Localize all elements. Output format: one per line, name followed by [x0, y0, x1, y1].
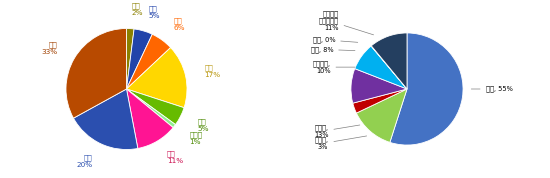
Wedge shape: [126, 89, 173, 148]
Wedge shape: [126, 34, 170, 89]
Text: 内蒙古
1%: 内蒙古 1%: [190, 131, 202, 145]
Wedge shape: [126, 89, 175, 128]
Wedge shape: [126, 89, 184, 125]
Text: 非洲, 0%: 非洲, 0%: [312, 36, 358, 43]
Wedge shape: [126, 48, 187, 108]
Text: 欧洲, 8%: 欧洲, 8%: [311, 46, 355, 53]
Text: 中国, 55%: 中国, 55%: [471, 86, 513, 92]
Wedge shape: [351, 69, 407, 103]
Wedge shape: [126, 29, 152, 89]
Wedge shape: [66, 28, 126, 118]
Text: 河北
5%: 河北 5%: [197, 118, 209, 132]
Text: 山东
33%: 山东 33%: [42, 42, 58, 55]
Text: 山西
20%: 山西 20%: [76, 154, 92, 168]
Wedge shape: [353, 89, 407, 113]
Wedge shape: [390, 33, 463, 145]
Text: 亚洲（不
含中国），
11%: 亚洲（不 含中国）， 11%: [318, 10, 373, 35]
Wedge shape: [355, 46, 407, 89]
Wedge shape: [126, 28, 134, 89]
Text: 拉丁美洲,
10%: 拉丁美洲, 10%: [312, 60, 355, 74]
Text: 广西
17%: 广西 17%: [204, 65, 221, 78]
Wedge shape: [74, 89, 138, 150]
Wedge shape: [371, 46, 407, 89]
Text: 贵州
6%: 贵州 6%: [173, 18, 185, 31]
Text: 北美洲,
3%: 北美洲, 3%: [315, 136, 367, 150]
Wedge shape: [371, 33, 407, 89]
Text: 大洋洲,
13%: 大洋洲, 13%: [314, 125, 360, 138]
Wedge shape: [356, 89, 407, 142]
Text: 云南
2%: 云南 2%: [131, 3, 143, 16]
Text: 重庆
5%: 重庆 5%: [148, 6, 160, 19]
Text: 河南
11%: 河南 11%: [167, 151, 183, 164]
